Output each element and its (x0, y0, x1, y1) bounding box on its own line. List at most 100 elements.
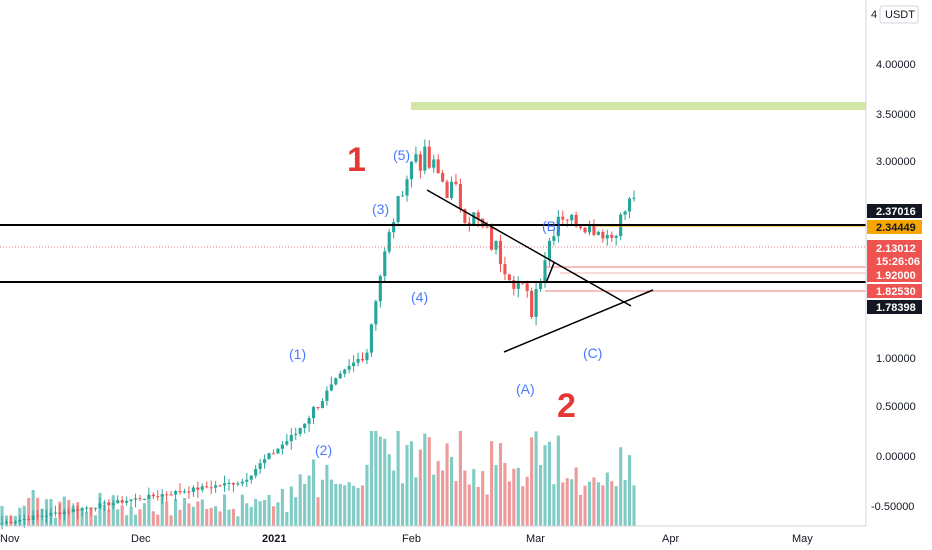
volume-bar (249, 506, 253, 526)
volume-bar (289, 486, 293, 526)
volume-bar (156, 514, 160, 526)
price-tag-bg (867, 204, 922, 218)
volume-bar (570, 479, 574, 526)
candle-body (174, 491, 178, 495)
y-tick-4: 4.00000 (876, 59, 916, 71)
volume-bar (316, 497, 320, 526)
currency-badge[interactable]: USDT (879, 5, 919, 24)
volume-bar (418, 449, 422, 526)
candle-body (538, 281, 543, 290)
price-tag-text: 2.13012 (876, 243, 916, 255)
volume-bar (245, 503, 249, 526)
candle-body (102, 502, 106, 504)
target-zone (411, 102, 866, 110)
volume-bar (151, 511, 155, 526)
volume-bar (534, 431, 538, 526)
volume-bar (485, 494, 489, 526)
currency-label[interactable]: USDT (885, 9, 915, 21)
candle-body (13, 521, 17, 524)
candle-body (276, 448, 280, 454)
volume-bar (182, 498, 187, 526)
candle-body (436, 159, 440, 174)
candle-body (44, 515, 49, 517)
candle-body (222, 483, 227, 486)
candle-body (31, 515, 35, 520)
candle-body (116, 500, 120, 504)
volume-bar (432, 474, 436, 526)
candle-body (156, 496, 160, 498)
price-tag-182530: 1.82530 (867, 284, 922, 298)
candle-body (85, 507, 89, 509)
y-tick-1: 1.00000 (876, 353, 916, 365)
candle-body (472, 212, 476, 225)
candle-body (530, 290, 534, 317)
volume-bar (538, 465, 543, 526)
volume-bar (240, 494, 244, 526)
volume-bar (129, 506, 133, 526)
volume-bar (623, 480, 627, 526)
candle-body (392, 222, 396, 233)
candle-body (129, 499, 133, 501)
candle-body (458, 183, 462, 210)
candle-body (387, 232, 391, 252)
volume-bar (454, 480, 458, 526)
candle-body (396, 196, 400, 223)
candle-body (525, 283, 529, 291)
volume-bar (445, 443, 449, 526)
volume-bar (525, 476, 529, 526)
volume-bar (338, 484, 342, 526)
volume-bar (218, 511, 222, 526)
candle-body (507, 274, 511, 281)
volume-bar (178, 509, 182, 526)
candle-body (58, 512, 62, 515)
volume-bar (494, 465, 498, 526)
candle-body (258, 463, 262, 470)
volume-bar (222, 494, 227, 526)
price-tag-bg (867, 220, 922, 234)
candle-body (325, 390, 329, 402)
volume-bar (458, 431, 462, 526)
volume-bar (503, 462, 507, 526)
candle-body (561, 216, 565, 220)
big-label-1: 1 (347, 141, 366, 179)
y-tick-neg-0-5: -0.50000 (871, 501, 914, 513)
volume-bar (27, 497, 31, 526)
candle-body (62, 511, 66, 515)
volume-bar (561, 482, 565, 526)
volume-bar (490, 441, 494, 526)
wave-label-4: (4) (411, 289, 428, 305)
volume-bar (481, 471, 485, 526)
candle-body (418, 154, 422, 171)
volume-bar (530, 437, 534, 526)
candle-body (427, 146, 431, 168)
x-tick-2021: 2021 (262, 533, 286, 545)
volume-bar (280, 488, 284, 526)
candle-body (249, 475, 253, 480)
candle-body (610, 234, 614, 238)
volume-bar (214, 506, 218, 526)
candle-body (71, 509, 75, 512)
x-tick-mar: Mar (526, 533, 545, 545)
volume-bar (231, 508, 235, 526)
candle-body (125, 500, 129, 503)
volume-bar (441, 470, 445, 526)
candle-body (516, 282, 520, 289)
volume-bar (365, 464, 369, 526)
candle-body (360, 358, 365, 361)
volume-bar (356, 487, 360, 526)
volume-bar (107, 509, 111, 526)
volume-bar (427, 437, 431, 526)
candle-body (151, 494, 155, 497)
y-tick-3-5: 3.50000 (876, 109, 916, 121)
candle-body (592, 224, 596, 235)
volume-bar (405, 445, 409, 526)
wave-label-b: (B) (542, 218, 561, 234)
volume-bar (85, 511, 89, 526)
volume-bar (369, 431, 373, 526)
candle-body (271, 453, 276, 455)
volume-bar (498, 443, 503, 526)
candle-body (494, 240, 498, 250)
currency-badge-box[interactable] (879, 5, 919, 24)
volume-bar (374, 431, 378, 526)
